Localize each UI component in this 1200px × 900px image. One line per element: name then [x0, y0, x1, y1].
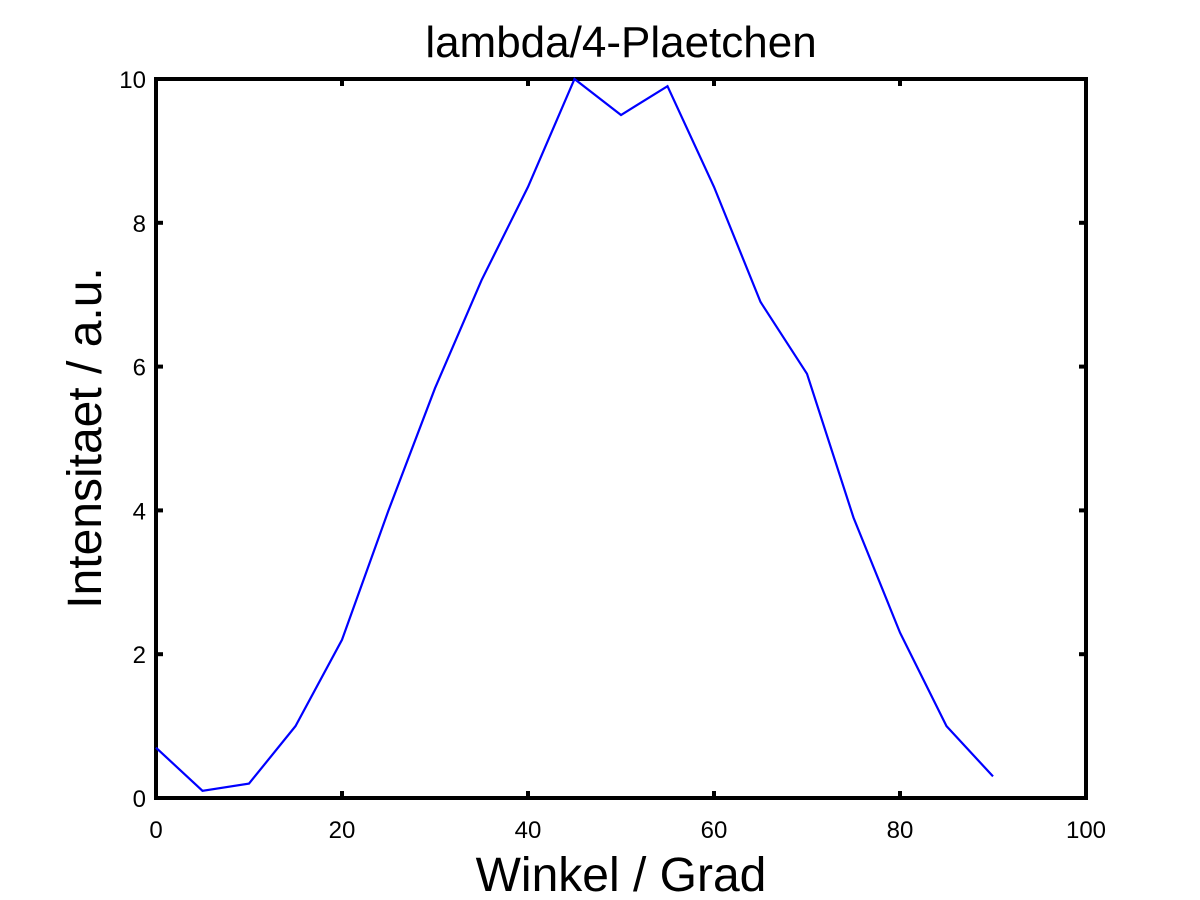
x-axis-label: Winkel / Grad: [476, 849, 767, 900]
y-tick-label: 4: [133, 498, 146, 525]
x-axis-ticks: [154, 79, 1088, 798]
y-tick-label: 0: [133, 786, 146, 813]
chart-title: lambda/4-Plaetchen: [425, 18, 816, 67]
x-tick-label: 40: [515, 817, 542, 844]
x-axis-tick-labels: 0 20 40 60 80 100: [149, 817, 1106, 844]
y-axis-label: Intensitaet / a.u.: [59, 267, 112, 609]
plot-frame: [154, 77, 1088, 800]
plot-area: [154, 77, 1088, 800]
y-tick-label: 8: [133, 211, 146, 238]
y-tick-label: 10: [119, 67, 146, 94]
y-tick-label: 6: [133, 355, 146, 382]
x-tick-label: 60: [701, 817, 728, 844]
x-tick-label: 20: [329, 817, 356, 844]
series-line: [155, 77, 994, 792]
x-tick-label: 80: [887, 817, 914, 844]
y-axis-tick-labels: 0 2 4 6 8 10: [119, 67, 146, 813]
x-tick-label: 100: [1066, 817, 1106, 844]
x-tick-label: 0: [149, 817, 162, 844]
y-axis-ticks: [156, 77, 1086, 800]
y-tick-label: 2: [133, 642, 146, 669]
series-group: [155, 77, 994, 792]
